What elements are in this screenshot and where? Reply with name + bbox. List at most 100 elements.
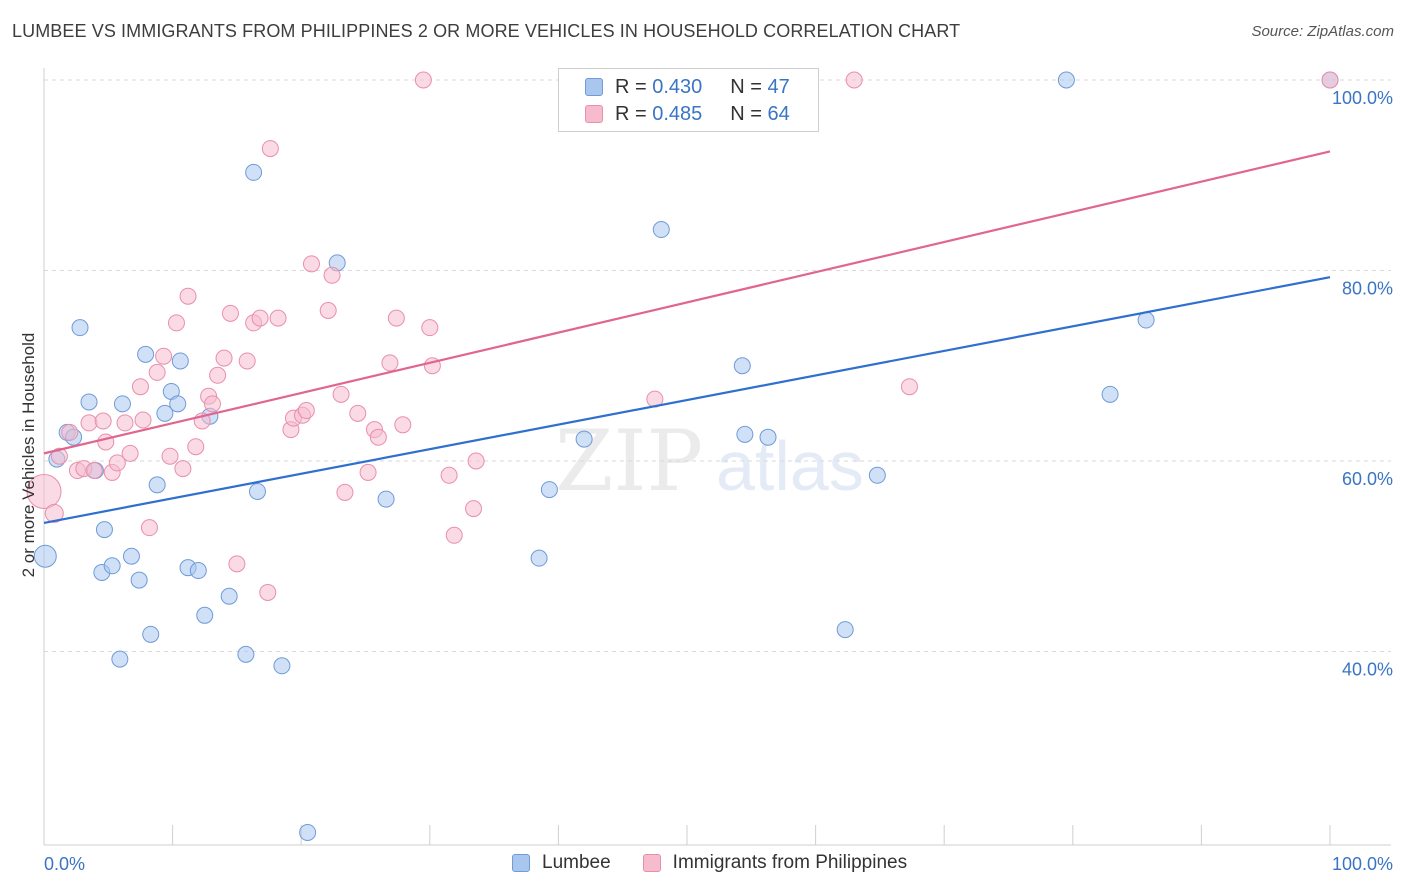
philippines-point xyxy=(26,473,62,509)
y-tick-label: 80.0% xyxy=(1342,279,1393,299)
legend-r-value: 0.430 xyxy=(652,75,703,98)
lumbee-point xyxy=(220,587,238,605)
philippines-point xyxy=(131,378,149,396)
philippines-point xyxy=(323,266,341,284)
legend-r-value: 0.485 xyxy=(652,102,703,125)
grid-lines xyxy=(44,79,1391,652)
legend-label-philippines: Immigrants from Philippines xyxy=(672,852,908,873)
legend-r-label: R = xyxy=(615,102,653,125)
philippines-point xyxy=(203,395,221,413)
legend-swatch-philippines xyxy=(585,105,603,123)
lumbee-point xyxy=(196,606,214,624)
legend-swatch-lumbee xyxy=(585,78,603,96)
philippines-point xyxy=(61,423,79,441)
philippines-point xyxy=(845,71,863,89)
trend-line-lumbee xyxy=(43,276,1331,524)
philippines-point xyxy=(94,412,112,430)
philippines-point xyxy=(167,314,185,332)
series-philippines xyxy=(26,71,1339,601)
x-tick-label-max: 100.0% xyxy=(1332,854,1393,874)
y-axis-title: 2 or more Vehicles in Household xyxy=(19,332,38,578)
lumbee-point xyxy=(1101,385,1119,403)
philippines-point xyxy=(108,454,126,472)
philippines-point xyxy=(297,402,315,420)
lumbee-point xyxy=(71,319,89,337)
philippines-point xyxy=(209,366,227,384)
legend-swatch-philippines xyxy=(642,854,661,872)
lumbee-point xyxy=(130,571,148,589)
philippines-point xyxy=(179,287,197,305)
lumbee-point xyxy=(299,823,317,841)
lumbee-point xyxy=(245,163,263,181)
philippines-point xyxy=(251,309,269,327)
philippines-point xyxy=(161,447,179,465)
philippines-point xyxy=(261,140,279,158)
lumbee-point xyxy=(113,395,131,413)
lumbee-point xyxy=(148,476,166,494)
lumbee-point xyxy=(540,481,558,499)
series-legend: Lumbee Immigrants from Philippines xyxy=(512,852,939,874)
philippines-point xyxy=(50,447,68,465)
trend-line-philippines xyxy=(43,150,1331,455)
lumbee-point xyxy=(1057,71,1075,89)
philippines-point xyxy=(44,503,64,523)
philippines-point xyxy=(116,414,134,432)
y-tick-label: 40.0% xyxy=(1342,660,1393,680)
watermark-zip: ZIP xyxy=(555,412,703,510)
philippines-point xyxy=(394,416,412,434)
legend-swatch-lumbee xyxy=(512,854,530,872)
philippines-point xyxy=(1321,71,1339,89)
lumbee-point xyxy=(273,657,291,675)
source-label: Source: ZipAtlas.com xyxy=(1251,23,1394,40)
philippines-point xyxy=(97,433,115,451)
lumbee-point xyxy=(80,393,98,411)
lumbee-point xyxy=(733,357,751,375)
lumbee-point xyxy=(171,352,189,370)
philippines-point xyxy=(238,352,256,370)
philippines-point xyxy=(259,583,277,601)
series-lumbee xyxy=(33,71,1339,841)
philippines-point xyxy=(421,319,439,337)
philippines-point xyxy=(134,411,152,429)
legend-r-label: R = xyxy=(615,75,653,98)
philippines-point xyxy=(319,302,337,320)
philippines-point xyxy=(369,428,387,446)
lumbee-point xyxy=(759,428,777,446)
x-tick-label-min: 0.0% xyxy=(44,854,85,874)
philippines-point xyxy=(148,363,166,381)
lumbee-point xyxy=(103,557,121,575)
philippines-point xyxy=(187,438,205,456)
philippines-point xyxy=(174,460,192,478)
lumbee-point xyxy=(33,544,57,568)
lumbee-point xyxy=(836,621,854,639)
lumbee-point xyxy=(137,345,155,363)
lumbee-point xyxy=(122,547,140,565)
trend-lines xyxy=(43,150,1331,524)
philippines-point xyxy=(269,309,287,327)
philippines-point xyxy=(381,354,399,372)
legend-n-value: 47 xyxy=(767,75,790,98)
philippines-point xyxy=(85,462,103,480)
legend-label-lumbee: Lumbee xyxy=(542,852,611,873)
philippines-point xyxy=(155,347,173,365)
lumbee-point xyxy=(736,425,754,443)
legend-n-value: 64 xyxy=(767,102,790,125)
philippines-point xyxy=(414,71,432,89)
legend-item-lumbee: Lumbee xyxy=(512,852,611,874)
philippines-point xyxy=(445,526,463,544)
philippines-point xyxy=(900,378,918,396)
lumbee-point xyxy=(169,395,187,413)
lumbee-point xyxy=(111,650,129,668)
lumbee-point xyxy=(530,549,548,567)
philippines-point xyxy=(465,500,483,518)
philippines-point xyxy=(140,519,158,537)
correlation-legend: R = 0.430 N = 47 R = 0.485 N = 64 xyxy=(558,68,819,132)
lumbee-point xyxy=(237,645,255,663)
lumbee-point xyxy=(248,482,266,500)
philippines-point xyxy=(215,349,233,367)
philippines-point xyxy=(387,309,405,327)
legend-row-lumbee: R = 0.430 N = 47 xyxy=(585,75,790,99)
chart-title: LUMBEE VS IMMIGRANTS FROM PHILIPPINES 2 … xyxy=(12,21,961,41)
philippines-point xyxy=(80,414,98,432)
